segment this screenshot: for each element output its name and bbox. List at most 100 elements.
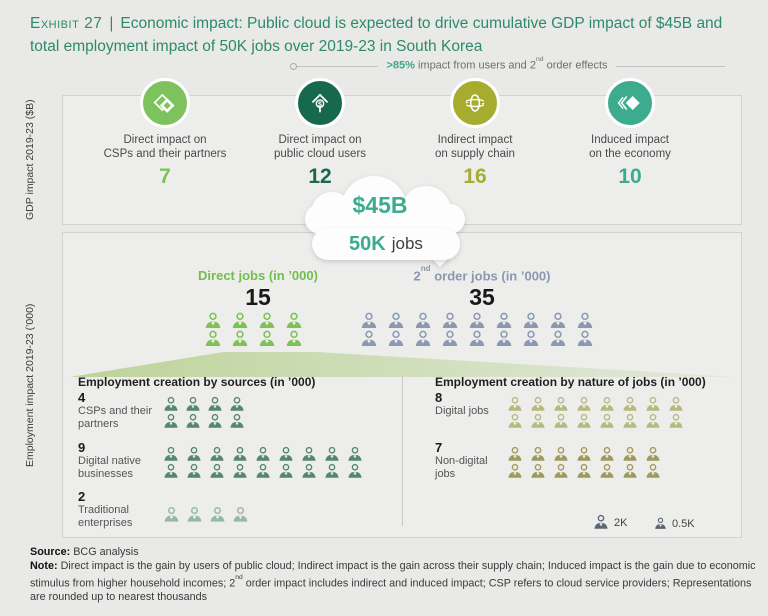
person-icon [531, 463, 545, 478]
direct-jobs-header: Direct jobs (in ’000) [198, 268, 318, 283]
person-icon [600, 446, 614, 461]
second-order-jobs-value: 35 [469, 284, 495, 310]
gdp-item-value: 12 [308, 165, 332, 188]
supply-chain-orbit-icon [450, 78, 500, 128]
person-icon [600, 413, 614, 428]
gdp-item-economy: Induced impact on the economy 10 [550, 78, 710, 189]
dollar-upload-icon: $ [295, 78, 345, 128]
person-icon [286, 330, 302, 346]
second-order-jobs-header: 2nd order jobs (in ’000) [413, 264, 551, 284]
legend-half-k: 0.5K [654, 517, 695, 531]
direct-jobs-value: 15 [245, 284, 271, 310]
nature-header: Employment creation by nature of jobs (i… [435, 375, 706, 389]
person-icon [233, 506, 248, 522]
nature-digital-pictogram [507, 396, 684, 430]
person-icon [232, 312, 248, 328]
person-icon [594, 514, 608, 529]
person-icon [208, 396, 222, 411]
person-icon [415, 330, 431, 346]
jobs-total-pill: 50K jobs [312, 228, 460, 260]
jobs-total-suffix: jobs [391, 234, 423, 253]
annotation-text: >85% impact from users and 2nd order eff… [377, 56, 617, 72]
sources-digital-native-pictogram [163, 446, 363, 480]
section-divider [402, 374, 403, 526]
person-icon [164, 413, 178, 428]
person-icon [230, 413, 244, 428]
svg-text:$: $ [318, 101, 322, 108]
person-icon [523, 312, 539, 328]
sources-row-csp: 4 CSPs and their partners [78, 390, 152, 430]
person-icon [259, 330, 275, 346]
person-icon [550, 330, 566, 346]
person-icon [531, 413, 545, 428]
person-icon [388, 330, 404, 346]
stacked-cards-icon [140, 78, 190, 128]
legend-person-large-icon [593, 514, 609, 531]
person-icon [442, 312, 458, 328]
nature-row-non-digital: 7 Non-digital jobs [435, 440, 488, 480]
person-icon [210, 446, 224, 461]
person-icon [508, 413, 522, 428]
person-icon [186, 396, 200, 411]
nature-non-digital-pictogram [507, 446, 661, 480]
person-icon [496, 312, 512, 328]
jobs-total-value: 50K [349, 232, 386, 255]
person-icon [361, 312, 377, 328]
layered-diamonds-icon [605, 78, 655, 128]
person-icon [531, 446, 545, 461]
person-icon [187, 463, 201, 478]
legend-2k: 2K [593, 514, 627, 531]
direct-jobs-pictogram [204, 312, 303, 348]
person-icon [550, 312, 566, 328]
person-icon [554, 413, 568, 428]
annotation-tail: order effects [543, 59, 608, 72]
person-icon [348, 446, 362, 461]
gdp-axis-label: GDP impact 2019-23 ($B) [24, 99, 36, 221]
sources-csp-pictogram [163, 396, 245, 430]
person-icon [279, 446, 293, 461]
person-icon [669, 413, 683, 428]
gdp-item-value: 7 [159, 165, 171, 188]
note-line: Note: Direct impact is the gain by users… [30, 560, 756, 603]
person-icon [205, 330, 221, 346]
person-icon [623, 463, 637, 478]
source-line: Source: BCG analysis [30, 546, 139, 558]
gdp-item-label: Direct impact on CSPs and their partners [103, 134, 227, 160]
person-icon [469, 330, 485, 346]
person-icon [577, 446, 591, 461]
person-icon [623, 446, 637, 461]
person-icon [187, 446, 201, 461]
person-icon [187, 506, 202, 522]
person-icon [577, 312, 593, 328]
person-icon [208, 413, 222, 428]
person-icon [256, 463, 270, 478]
person-icon [508, 463, 522, 478]
person-icon [186, 413, 200, 428]
person-icon [233, 463, 247, 478]
gdp-item-label: Induced impact on the economy [589, 134, 671, 160]
person-icon [669, 396, 683, 411]
person-icon [623, 413, 637, 428]
person-icon [577, 330, 593, 346]
person-icon [164, 446, 178, 461]
person-icon [496, 330, 512, 346]
person-icon [164, 463, 178, 478]
gdp-total-value: $45B [352, 192, 408, 218]
person-icon [508, 446, 522, 461]
annotation-body: impact from users and 2 [414, 59, 536, 72]
person-icon [600, 396, 614, 411]
person-icon [508, 396, 522, 411]
nature-row-digital: 8 Digital jobs [435, 390, 489, 417]
gdp-item-label: Indirect impact on supply chain [435, 134, 515, 160]
person-icon [164, 506, 179, 522]
person-icon [259, 312, 275, 328]
exhibit-number: Exhibit 27 [30, 15, 103, 32]
legend-2k-label: 2K [614, 516, 628, 529]
title-separator: | [109, 15, 114, 32]
sources-traditional-pictogram [163, 506, 249, 524]
sources-row-traditional: 2 Traditional enterprises [78, 489, 133, 529]
person-icon [577, 463, 591, 478]
person-icon [600, 463, 614, 478]
person-icon [554, 463, 568, 478]
